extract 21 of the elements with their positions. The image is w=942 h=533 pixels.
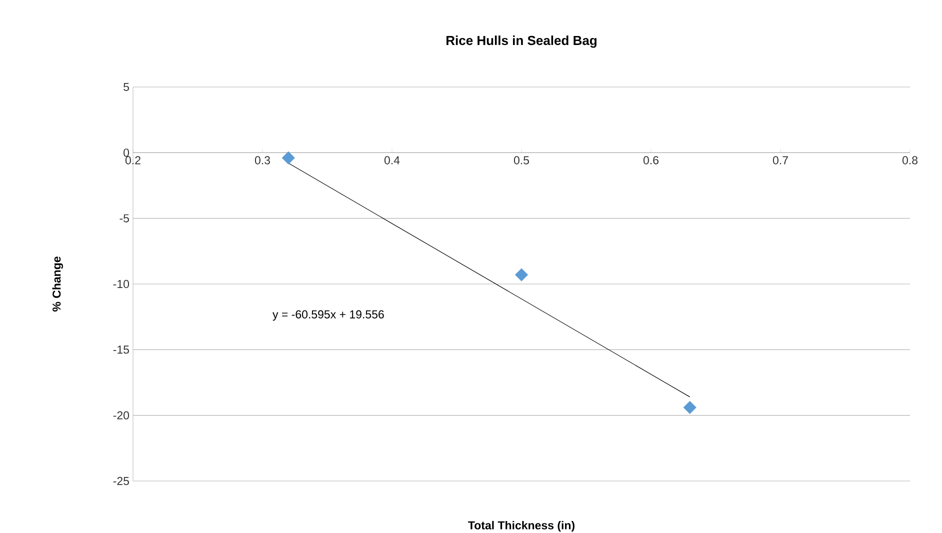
y-tick-label: -20 (113, 411, 130, 420)
x-tick-label: 0.6 (643, 156, 658, 164)
x-tick-label: 0.5 (514, 156, 530, 164)
y-tick-label: 0 (124, 148, 130, 157)
point (514, 268, 528, 282)
point (282, 151, 295, 164)
y-tick-label: 5 (124, 82, 129, 92)
x-tick-label: 0.7 (772, 156, 788, 164)
x-tick-label: 0.2 (125, 156, 140, 164)
x-tick-label: 0.8 (902, 156, 918, 164)
y-tick-label: -5 (120, 214, 129, 222)
chart-title: Rice Hulls in Sealed Bag (446, 36, 596, 48)
x-axis-title: Total Thickness (in) (468, 520, 574, 532)
x-tick-label: 0.4 (384, 156, 400, 164)
y-tick-label: -25 (113, 476, 129, 486)
y-axis-title: % Change (52, 256, 64, 312)
point (683, 400, 696, 414)
y-tick-label: -10 (113, 280, 130, 288)
annotation: y = -60.595x + 19.556 (272, 310, 384, 321)
x-tick-label: 0.3 (254, 156, 270, 164)
y-tick-label: -15 (113, 346, 129, 354)
